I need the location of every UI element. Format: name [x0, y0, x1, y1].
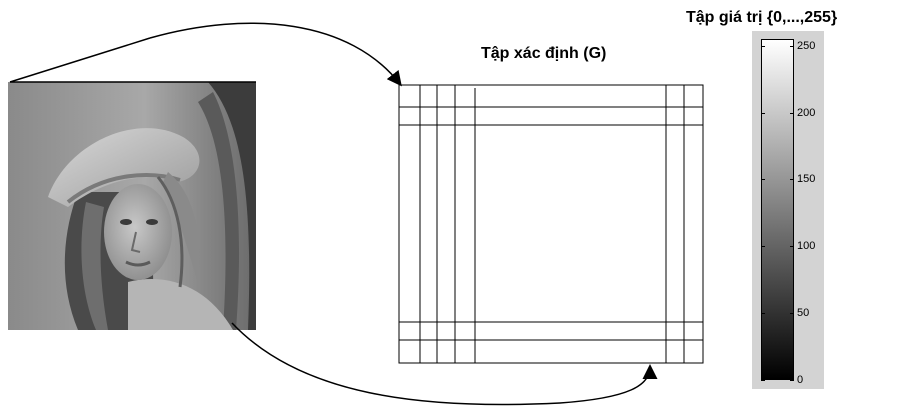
colorbar-tick-mark [790, 313, 794, 314]
colorbar-tick-mark [790, 246, 794, 247]
grayscale-colorbar [761, 39, 794, 380]
colorbar-tick-label: 50 [797, 307, 810, 319]
domain-grid-border [398, 84, 704, 364]
range-title: Tập giá trị {0,...,255} [686, 9, 838, 26]
colorbar-tick-label: 150 [797, 173, 816, 185]
domain-title: Tập xác định (G) [481, 45, 607, 62]
colorbar-tick-mark [790, 179, 794, 180]
colorbar-tick-label: 200 [797, 107, 816, 119]
colorbar-tick-label: 0 [797, 374, 804, 386]
domain-grid [398, 84, 704, 364]
colorbar-tick-mark [761, 246, 765, 247]
colorbar-tick-mark [761, 46, 765, 47]
colorbar-tick-label: 100 [797, 240, 816, 252]
domain-arrow-top [149, 22, 402, 87]
colorbar-tick-mark [761, 380, 765, 381]
colorbar-tick-mark [790, 380, 794, 381]
colorbar-tick-label: 250 [797, 40, 816, 52]
grayscale-portrait-image [8, 82, 256, 330]
colorbar-tick-mark [761, 313, 765, 314]
range-arrow-bottom [231, 322, 658, 406]
colorbar-tick-mark [790, 46, 794, 47]
colorbar-tick-mark [761, 113, 765, 114]
colorbar-tick-mark [790, 113, 794, 114]
projection-line [9, 37, 151, 83]
colorbar-tick-mark [761, 179, 765, 180]
